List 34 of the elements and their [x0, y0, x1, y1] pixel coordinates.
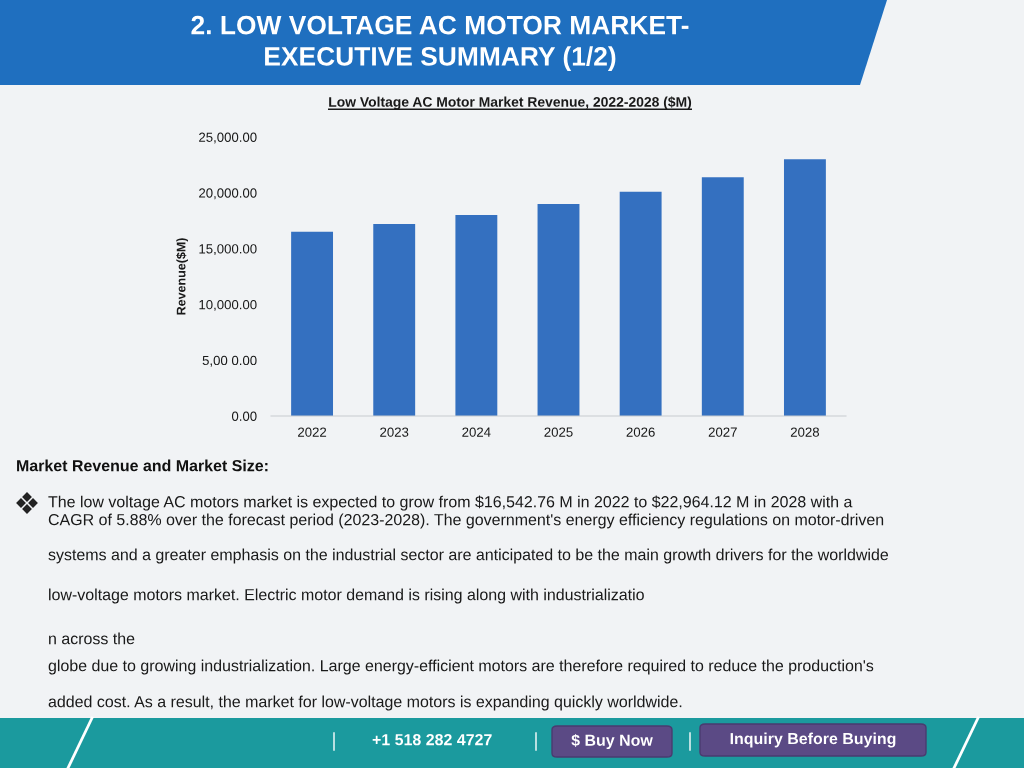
text: low-voltage motors market. Electric motor demand is rising along with industrializatio [49, 588, 644, 604]
y-tick-label: 20,000.00 [199, 188, 257, 200]
text: The low voltage AC motors market is expected to grow from $16,542.76 M in 2022 to $22,964.12 M in 2028 with a [48, 495, 853, 511]
x-tick-label: 2022 [298, 427, 327, 437]
text: $ Buy Now [571, 733, 653, 750]
bar [701, 177, 744, 416]
y-tick-label: 5,00 0.00 [202, 355, 257, 367]
x-tick-label: 2027 [708, 427, 737, 437]
bar [455, 215, 498, 416]
bar [373, 224, 416, 416]
bar [619, 191, 662, 416]
text: systems and a greater emphasis on the industrial sector are anticipated to be the main growth drivers for the worldwide [48, 548, 889, 564]
text: Inquiry Before Buying [730, 732, 896, 748]
text: Market Revenue and Market Size: [17, 459, 268, 472]
text: added cost. As a result, the market for low-voltage motors is expanding quickly worldwide. [48, 695, 682, 711]
chart-title: 2. LOW VOLTAGE AC MOTOR MARKET- EXECUTIVE SUMMARY (1/2) [191, 15, 689, 71]
text: CAGR of 5.88% over the forecast period (2023-2028). The government's energy efficiency regulations on motor-driven [48, 513, 884, 529]
y-tick-label: 25,000.00 [199, 132, 257, 144]
x-tick-label: 2024 [462, 427, 491, 437]
x-tick-label: 2025 [544, 427, 573, 437]
text: n across the [49, 632, 135, 645]
bar [783, 159, 826, 416]
y-tick-label: 0.00 [231, 411, 257, 421]
y-tick-label: 15,000.00 [199, 244, 257, 256]
x-tick-label: 2028 [790, 427, 820, 437]
y-tick-label: 10,000.00 [199, 299, 257, 311]
text: globe due to growing industrialization. Large energy-efficient motors are therefore required to reduce the production's [48, 659, 874, 675]
x-tick-label: 2023 [380, 427, 409, 437]
bar [537, 203, 580, 416]
y-axis-title: Revenue($M) [176, 238, 188, 315]
x-tick-label: 2026 [626, 427, 655, 437]
chart-subtitle: Low Voltage AC Motor Market Revenue, 2022-2028 ($M) [329, 96, 692, 110]
text: +1 518 282 4727 [372, 733, 492, 746]
bar [291, 231, 334, 416]
